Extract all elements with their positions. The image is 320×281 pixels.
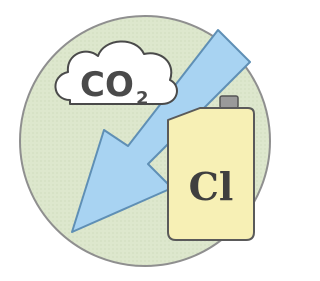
illustration: CO 2 Cl bbox=[0, 0, 280, 281]
co2-subscript: 2 bbox=[136, 88, 149, 109]
page: {"co2": {"main": "CO", "subscript": "2"}… bbox=[0, 0, 280, 281]
canister-cap bbox=[220, 96, 238, 108]
canister-label: Cl bbox=[189, 164, 234, 209]
co2-text: CO bbox=[80, 65, 134, 105]
